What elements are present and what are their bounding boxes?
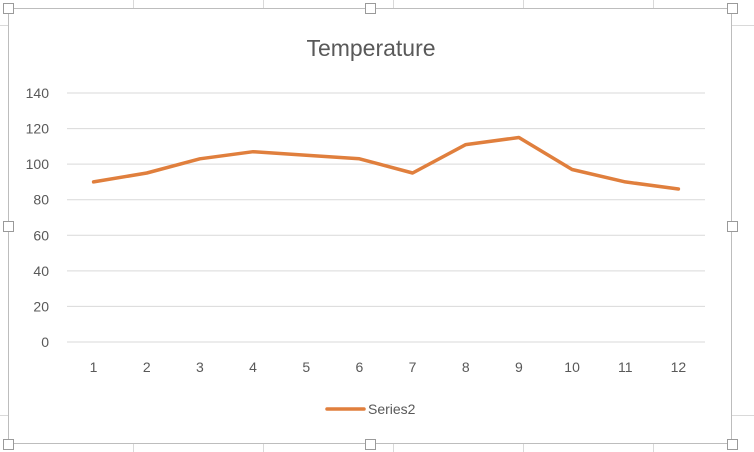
resize-handle-right[interactable] [727,221,738,232]
x-tick-label: 8 [462,359,470,375]
resize-handle-bottom-right[interactable] [727,439,738,450]
legend-label: Series2 [368,401,416,417]
x-tick-label: 7 [409,359,417,375]
x-axis-tick-labels: 1 2 3 4 5 6 7 8 9 10 11 12 [90,359,687,375]
x-tick-label: 11 [618,359,633,375]
series-layer [91,135,681,191]
x-tick-label: 6 [356,359,364,375]
resize-handle-bottom-left[interactable] [3,439,14,450]
x-tick-label: 5 [302,359,310,375]
y-tick-label: 100 [26,156,50,172]
resize-handle-top-left[interactable] [3,3,14,14]
x-tick-label: 10 [564,359,580,375]
resize-handle-left[interactable] [3,221,14,232]
gridlines [67,92,705,343]
y-tick-label: 140 [26,85,50,101]
y-tick-label: 0 [41,334,49,350]
resize-handle-bottom[interactable] [365,439,376,450]
x-tick-label: 12 [671,359,687,375]
x-tick-label: 1 [90,359,98,375]
y-tick-label: 40 [33,263,49,279]
resize-handle-top[interactable] [365,3,376,14]
x-tick-label: 9 [515,359,523,375]
series-line-Series2[interactable] [91,135,681,191]
y-axis-tick-labels: 0 20 40 60 80 100 120 140 [26,85,50,350]
resize-handle-top-right[interactable] [727,3,738,14]
x-tick-label: 4 [249,359,257,375]
y-tick-label: 120 [26,121,50,137]
x-tick-label: 2 [143,359,151,375]
y-tick-label: 60 [33,227,49,243]
legend[interactable]: Series2 [325,401,416,417]
y-tick-label: 20 [33,298,49,314]
x-tick-label: 3 [196,359,204,375]
chart-title: Temperature [306,35,435,61]
y-tick-label: 80 [33,192,49,208]
